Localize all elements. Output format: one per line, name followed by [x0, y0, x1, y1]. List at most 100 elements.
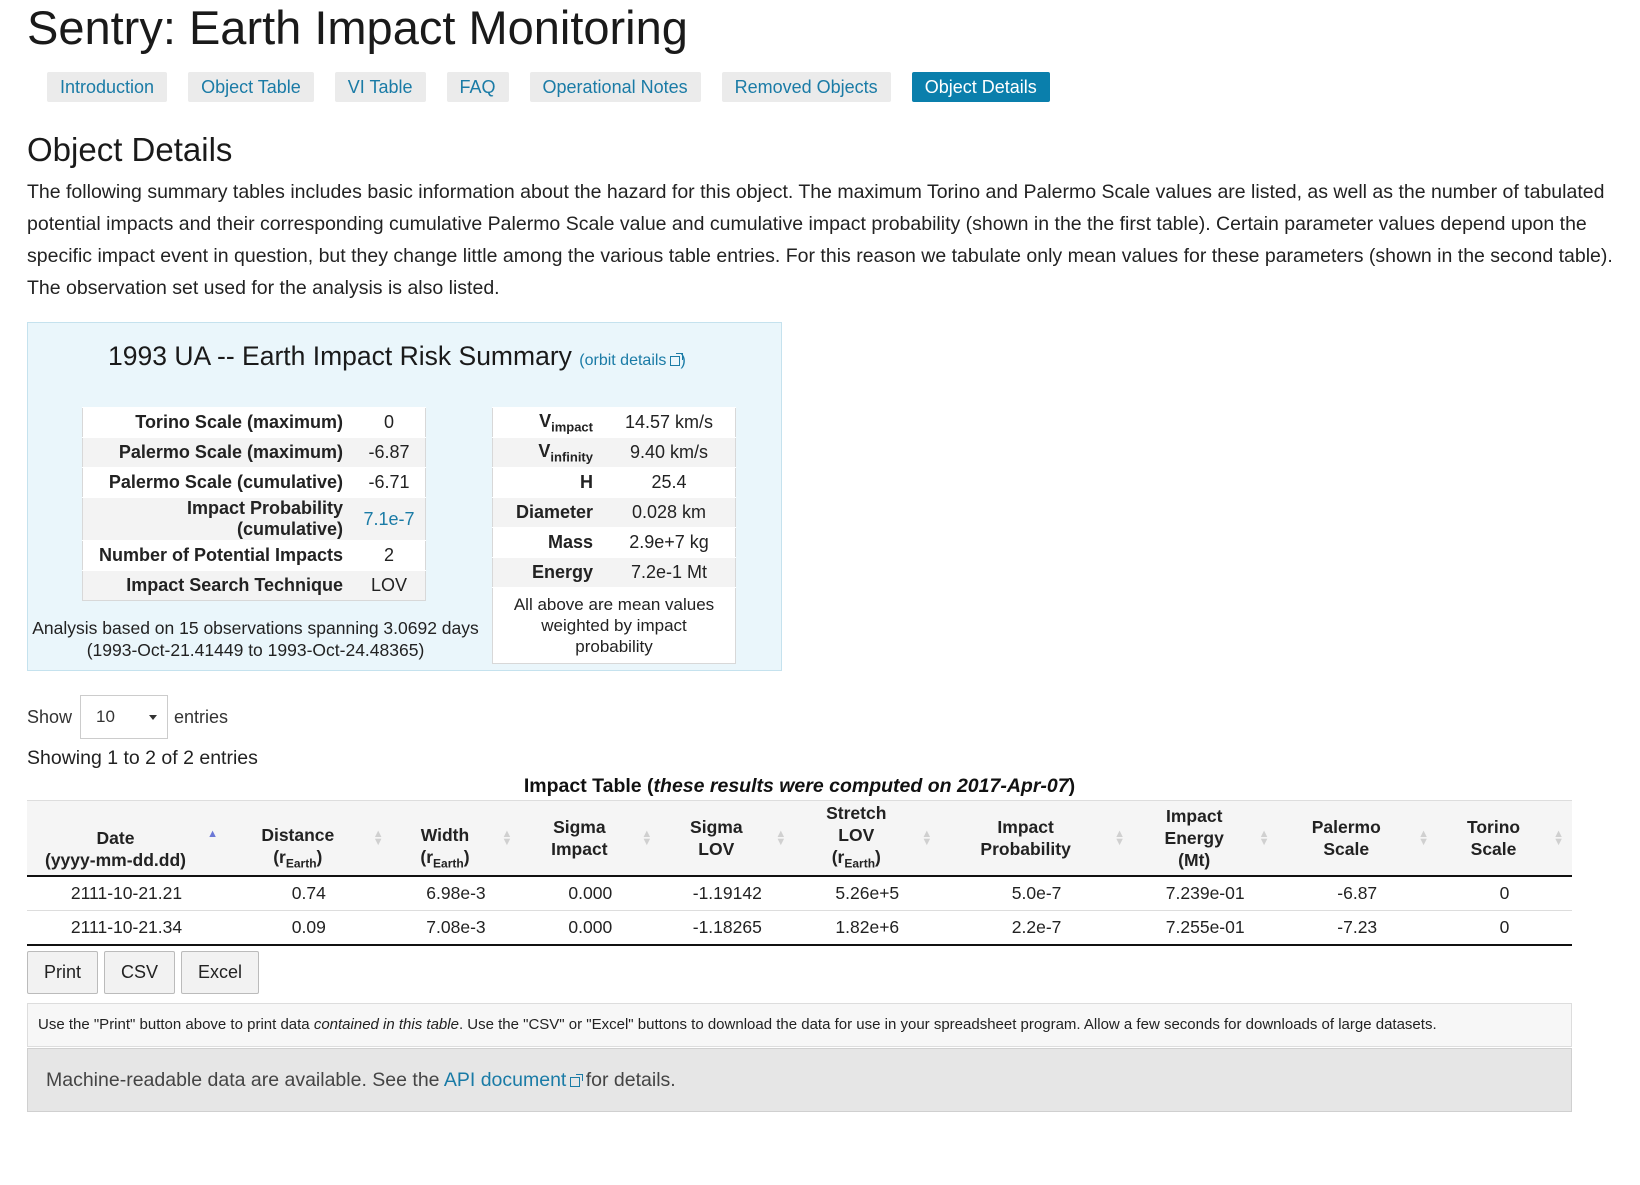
- tab-object-table[interactable]: Object Table: [188, 72, 314, 102]
- orbit-details-link[interactable]: orbit details: [584, 352, 667, 369]
- cell-palermo-scale: -7.23: [1277, 910, 1438, 946]
- cell-sigma-impact: 0.000: [520, 910, 661, 946]
- cell-sigma-lov: -1.18265: [660, 910, 795, 946]
- label-sub: infinity: [550, 449, 593, 465]
- col-stretch-lov[interactable]: Stretch LOV (rEarth) ▲ ▼: [794, 800, 941, 877]
- entries-select[interactable]: 10: [80, 695, 169, 739]
- api-notice-part-2: for details.: [580, 1069, 676, 1091]
- intro-paragraph: The following summary tables includes ba…: [27, 181, 1613, 299]
- row-label: Palermo Scale (cumulative): [82, 467, 353, 498]
- mean-parameters-table: Vimpact 14.57 km/s Vinfinity 9.40 km/s H 25…: [492, 407, 736, 664]
- risk-summary-panel: 1993 UA -- Earth Impact Risk Summary (or…: [27, 322, 782, 671]
- entries-select-value: 10: [96, 707, 115, 726]
- row-label: Vinfinity: [492, 437, 603, 468]
- sort-icon: ▲ ▼: [921, 828, 933, 848]
- export-buttons: Print CSV Excel: [27, 951, 260, 994]
- label-main: V: [538, 440, 551, 461]
- table-row: 2111-10-21.34 0.09 7.08e-3 0.000 -1.1826…: [27, 910, 1572, 946]
- col-torino-scale[interactable]: Torino Scale ▲ ▼: [1437, 800, 1572, 877]
- header-line-2: Impact: [551, 839, 608, 859]
- summary-title-row: 1993 UA -- Earth Impact Risk Summary (or…: [108, 341, 686, 372]
- table-info: Showing 1 to 2 of 2 entries: [27, 747, 258, 769]
- excel-button[interactable]: Excel: [181, 951, 260, 994]
- hint-part-2: . Use the "CSV" or "Excel" buttons to do…: [458, 1016, 1437, 1033]
- table-row: Vimpact 14.57 km/s: [492, 407, 736, 438]
- table-row: Mass 2.9e+7 kg: [492, 527, 736, 558]
- tab-introduction[interactable]: Introduction: [47, 72, 168, 102]
- tab-removed-objects[interactable]: Removed Objects: [721, 72, 891, 102]
- col-distance[interactable]: Distance (rEarth) ▲ ▼: [226, 800, 392, 877]
- row-value: 0: [353, 407, 426, 438]
- cell-impact-probability-link[interactable]: 5.0e-7: [940, 876, 1133, 911]
- hint-italic: contained in this table: [313, 1016, 459, 1033]
- entries-length-control: Show 10 entries: [27, 695, 228, 739]
- tab-faq[interactable]: FAQ: [446, 72, 509, 102]
- row-label: Impact Search Technique: [82, 570, 353, 601]
- header-sub: Earth: [285, 856, 317, 871]
- col-sigma-lov[interactable]: Sigma LOV ▲ ▼: [660, 800, 795, 877]
- table-row: All above are mean values weighted by imp…: [492, 587, 736, 664]
- sort-icon: ▲ ▼: [1553, 828, 1564, 848]
- cell-sigma-impact: 0.000: [520, 876, 661, 911]
- analysis-line-2: (1993-Oct-21.41449 to 1993-Oct-24.48365): [86, 640, 425, 660]
- header-line-1: Sigma: [690, 817, 743, 837]
- table-row: Number of Potential Impacts 2: [82, 540, 426, 571]
- row-value: 25.4: [603, 467, 736, 498]
- entries-label: entries: [174, 706, 229, 727]
- row-label: Vimpact: [492, 407, 603, 438]
- header-line-2: LOV: [698, 839, 735, 859]
- col-date[interactable]: Date (yyyy-mm-dd.dd) ▲: [27, 800, 226, 877]
- row-value: 7.2e-1 Mt: [603, 557, 736, 588]
- table-row: Torino Scale (maximum) 0: [82, 407, 426, 438]
- col-impact-energy[interactable]: Impact Energy (Mt) ▲ ▼: [1132, 800, 1278, 877]
- label-main: V: [539, 410, 552, 431]
- chevron-down-icon: [149, 714, 158, 720]
- row-value: 2.9e+7 kg: [603, 527, 736, 558]
- analysis-line-1: Analysis based on 15 observations spanni…: [32, 618, 479, 638]
- cell-impact-probability-link[interactable]: 2.2e-7: [940, 910, 1133, 946]
- section-title: Object Details: [27, 131, 233, 168]
- header-line-2: Width: [420, 824, 470, 845]
- row-label: Impact Probability (cumulative): [82, 497, 353, 541]
- col-width[interactable]: Width (rEarth) ▲ ▼: [391, 800, 521, 877]
- col-palermo-scale[interactable]: Palermo Scale ▲ ▼: [1277, 800, 1438, 877]
- table-row: Impact Probability (cumulative) 7.1e-7: [82, 497, 426, 541]
- caption-prefix: Impact Table (: [523, 775, 654, 797]
- cell-stretch-lov: 5.26e+5: [794, 876, 941, 911]
- col-sigma-impact[interactable]: Sigma Impact ▲ ▼: [520, 800, 661, 877]
- cell-date: 2111-10-21.34: [27, 910, 226, 946]
- api-document-link[interactable]: API document: [443, 1069, 567, 1091]
- cell-palermo-scale: -6.87: [1277, 876, 1438, 911]
- tab-vi-table[interactable]: VI Table: [334, 72, 426, 102]
- csv-button[interactable]: CSV: [104, 951, 176, 994]
- header-line-1: Stretch: [826, 802, 887, 823]
- header-line-2: Date: [96, 828, 135, 848]
- external-link-icon: [670, 353, 684, 366]
- header-line-1: Impact: [1166, 806, 1223, 826]
- table-row: Palermo Scale (maximum) -6.87: [82, 437, 426, 468]
- table-row: Vinfinity 9.40 km/s: [492, 437, 736, 468]
- header-sub: Earth: [844, 856, 876, 871]
- impact-probability-link[interactable]: 7.1e-7: [353, 497, 426, 541]
- header-line-2: Energy: [1164, 828, 1224, 848]
- cell-sigma-lov: -1.19142: [660, 876, 795, 911]
- cell-impact-energy: 7.239e-01: [1132, 876, 1278, 911]
- print-button[interactable]: Print: [27, 951, 99, 994]
- row-label: H: [492, 467, 603, 498]
- header-line-2: LOV: [838, 824, 875, 845]
- header-line-2: Scale: [1323, 839, 1370, 859]
- sort-icon: ▲ ▼: [1114, 828, 1125, 848]
- sort-icon: ▲ ▼: [775, 828, 787, 848]
- note-line-2: weighted by impact probability: [541, 616, 687, 656]
- row-value: LOV: [353, 570, 426, 601]
- header-line-1: Torino: [1466, 817, 1521, 837]
- col-impact-probability[interactable]: Impact Probability ▲ ▼: [940, 800, 1133, 877]
- mean-values-note: All above are mean values weighted by imp…: [492, 587, 736, 664]
- header-sub: Earth: [433, 856, 464, 871]
- sort-icon: ▲ ▼: [372, 828, 384, 848]
- sort-icon: ▲ ▼: [641, 828, 653, 848]
- cell-stretch-lov: 1.82e+6: [794, 910, 941, 946]
- tab-operational-notes[interactable]: Operational Notes: [529, 72, 701, 102]
- row-value: -6.87: [353, 437, 426, 468]
- tab-object-details[interactable]: Object Details: [911, 72, 1050, 102]
